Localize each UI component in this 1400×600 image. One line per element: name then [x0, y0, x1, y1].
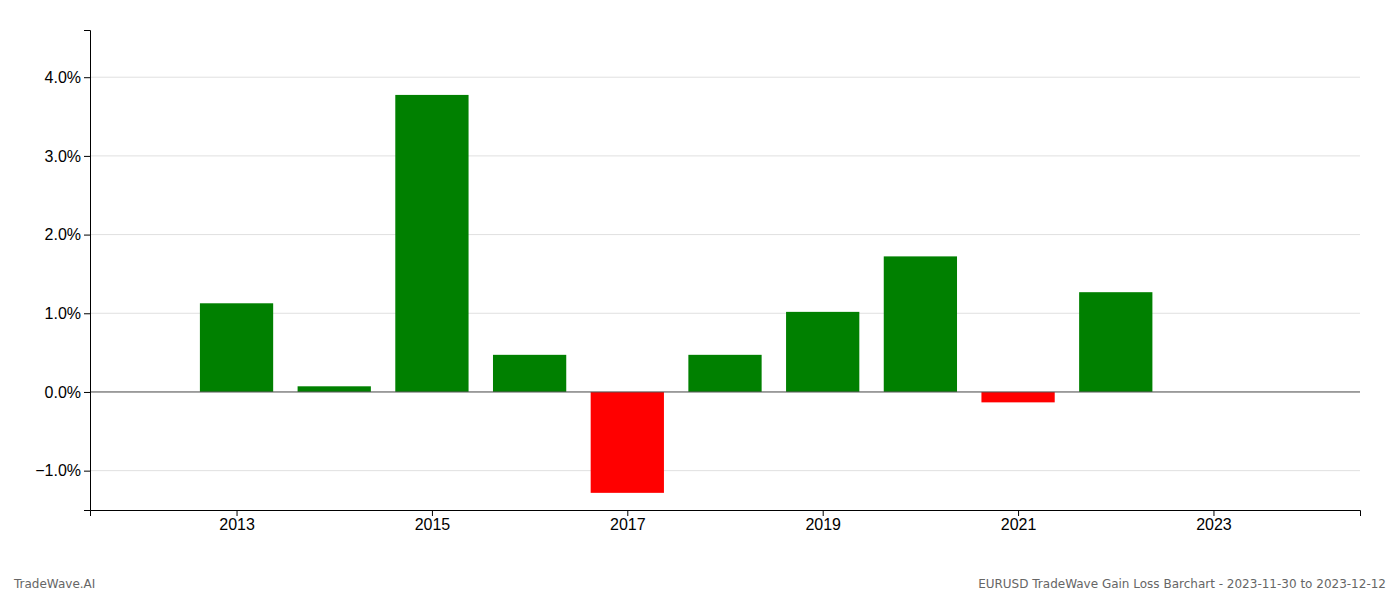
x-tick-label: 2015: [415, 516, 451, 533]
x-tick-mark: [823, 510, 824, 516]
y-tick: 1.0%: [45, 305, 90, 322]
x-tick: 2017: [610, 510, 646, 533]
grid-line: [90, 77, 1360, 78]
y-tick-mark: [84, 313, 90, 314]
zero-line: [90, 391, 1360, 392]
x-tick-label: 2017: [610, 516, 646, 533]
bar: [1079, 292, 1152, 392]
y-tick-mark: [84, 77, 90, 78]
y-tick-label: −1.0%: [35, 462, 81, 479]
y-tick-label: 1.0%: [45, 305, 81, 322]
bars: [200, 95, 1153, 493]
plot: −1.0%0.0%1.0%2.0%3.0%4.0%201320152017201…: [35, 31, 1360, 534]
y-tick: 4.0%: [45, 69, 90, 86]
x-tick: 2021: [1001, 510, 1037, 533]
bar: [591, 392, 664, 493]
bar: [298, 386, 371, 392]
y-axis: −1.0% 0.0% 1.0% 2.0% 3.0% 4.0%: [35, 31, 90, 511]
grid-line: [90, 234, 1360, 235]
bar: [493, 355, 566, 392]
x-tick-label: 2021: [1001, 516, 1037, 533]
y-tick-mark: [84, 471, 90, 472]
x-axis-line: [91, 511, 1361, 517]
bar: [688, 355, 761, 392]
y-tick: 3.0%: [45, 148, 90, 165]
grid-line: [90, 391, 1360, 392]
footer-text: EURUSD TradeWave Gain Loss Barchart - 20…: [978, 577, 1386, 591]
y-tick-mark: [84, 235, 90, 236]
y-tick-mark: [84, 392, 90, 393]
x-tick-label: 2013: [219, 516, 255, 533]
y-tick: 0.0%: [45, 384, 90, 401]
x-tick: 2023: [1196, 510, 1232, 533]
y-tick-label: 3.0%: [45, 148, 81, 165]
bar: [786, 312, 859, 392]
x-axis: 2013 2015 2017 2019 2021 2023: [91, 510, 1361, 533]
grid-line: [90, 313, 1360, 314]
grid: [90, 77, 1360, 470]
y-axis-line: [84, 31, 91, 511]
grid-line: [90, 470, 1360, 471]
grid-line: [90, 155, 1360, 156]
y-tick: −1.0%: [35, 462, 90, 479]
x-tick-label: 2023: [1196, 516, 1232, 533]
y-tick-label: 0.0%: [45, 384, 81, 401]
chart: −1.0%0.0%1.0%2.0%3.0%4.0%201320152017201…: [0, 0, 1400, 600]
x-tick-mark: [627, 510, 628, 516]
y-tick: 2.0%: [45, 226, 90, 243]
footer-text: TradeWave.AI: [13, 577, 95, 591]
bar: [200, 303, 273, 392]
bar: [395, 95, 468, 392]
x-tick: 2013: [219, 510, 255, 533]
x-tick: 2019: [805, 510, 841, 533]
x-tick-mark: [237, 510, 238, 516]
bar: [981, 392, 1054, 402]
bar: [884, 256, 957, 392]
y-tick-label: 2.0%: [45, 226, 81, 243]
x-tick-mark: [1213, 510, 1214, 516]
x-tick-label: 2019: [805, 516, 841, 533]
y-tick-mark: [84, 156, 90, 157]
x-tick-mark: [432, 510, 433, 516]
x-tick: 2015: [415, 510, 451, 533]
y-tick-label: 4.0%: [45, 69, 81, 86]
x-tick-mark: [1018, 510, 1019, 516]
